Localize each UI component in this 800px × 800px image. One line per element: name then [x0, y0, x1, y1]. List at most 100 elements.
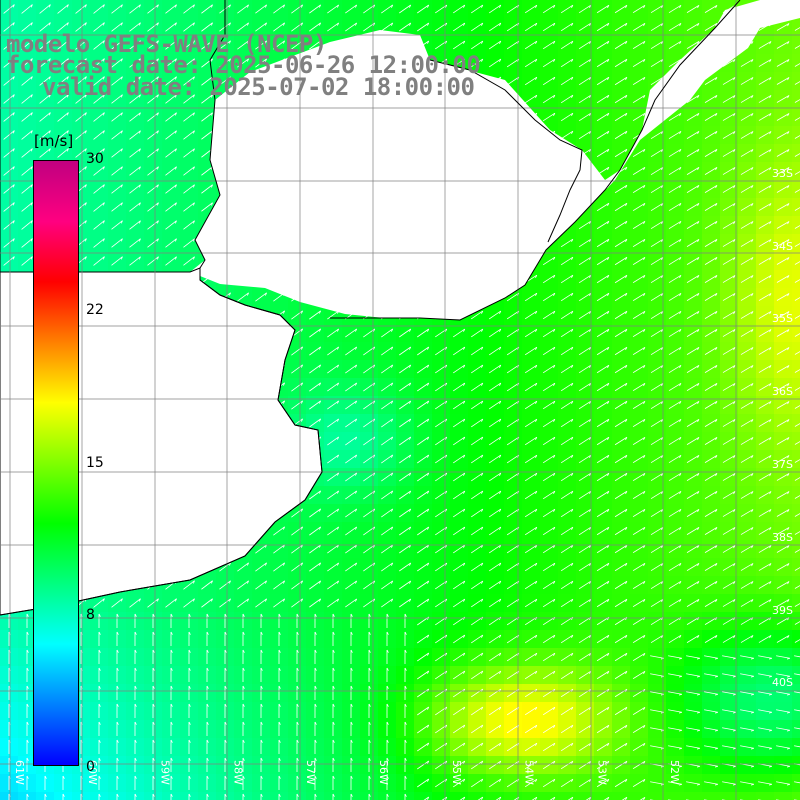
wind-arrow-head [697, 167, 700, 171]
wind-arrow [506, 22, 520, 32]
wind-arrow-head [499, 310, 502, 314]
wind-arrow [309, 382, 321, 392]
wind-arrow [614, 94, 628, 104]
wind-arrow [758, 185, 772, 193]
wind-arrow [273, 22, 285, 32]
wind-arrow [327, 328, 339, 338]
wind-arrow-head [607, 365, 610, 369]
wind-arrow-head [679, 311, 682, 315]
wind-arrow [75, 76, 87, 86]
wind-arrow-head [481, 310, 484, 314]
wind-arrow-head [12, 238, 15, 242]
wind-cell [414, 792, 432, 800]
wind-arrow-head [751, 347, 754, 351]
wind-arrow [560, 274, 574, 284]
wind-arrow [111, 220, 123, 230]
wind-arrow [596, 94, 610, 104]
wind-arrow [291, 382, 303, 392]
wind-arrow-head [264, 4, 267, 8]
wind-arrow-head [643, 347, 646, 351]
wind-arrow [596, 40, 610, 50]
wind-arrow-head [463, 346, 466, 350]
wind-arrow-head [84, 238, 87, 242]
wind-arrow [309, 346, 321, 356]
wind-arrow-head [607, 149, 610, 153]
wind-arrow-head [715, 23, 718, 27]
wind-arrow [93, 256, 105, 266]
wind-arrow [183, 40, 195, 50]
wind-arrow [596, 382, 610, 392]
wind-cell [792, 252, 800, 270]
wind-cell [792, 414, 800, 432]
wind-arrow [668, 292, 682, 302]
wind-arrow-head [84, 40, 87, 44]
wind-arrow-head [283, 4, 285, 8]
wind-arrow [93, 130, 105, 140]
wind-arrow [399, 364, 411, 374]
wind-arrow-head [337, 22, 340, 26]
wind-arrow-head [319, 4, 322, 8]
wind-cell [720, 792, 738, 800]
wind-arrow [668, 328, 682, 338]
wind-cell [792, 288, 800, 306]
wind-arrow [309, 22, 321, 32]
wind-arrow-head [697, 185, 700, 189]
wind-arrow-head [643, 167, 646, 171]
wind-arrow [21, 220, 33, 230]
wind-arrow-head [463, 364, 466, 368]
wind-arrow [758, 203, 772, 211]
wind-arrow [776, 239, 790, 247]
wind-arrow [560, 22, 574, 32]
wind-arrow [650, 22, 664, 32]
wind-arrow [632, 346, 646, 356]
wind-arrow-head [571, 77, 574, 81]
wind-arrow-head [192, 94, 195, 98]
wind-arrow [21, 202, 33, 212]
wind-arrow [668, 4, 682, 14]
wind-arrow-head [787, 113, 790, 117]
wind-arrow-head [625, 293, 628, 297]
wind-arrow-head [120, 184, 123, 188]
wind-arrow [417, 328, 429, 338]
wind-arrow-head [373, 4, 376, 8]
wind-arrow [596, 328, 610, 338]
wind-arrow [165, 148, 177, 158]
wind-arrow-head [30, 256, 33, 260]
wind-arrow-head [319, 310, 322, 314]
wind-arrow [524, 292, 538, 302]
wind-arrow [129, 76, 141, 86]
wind-arrow-head [210, 202, 213, 206]
wind-arrow [399, 346, 411, 356]
wind-arrow-head [355, 346, 358, 350]
wind-arrow-head [607, 167, 610, 171]
wind-arrow-head [751, 239, 754, 243]
wind-cell [792, 378, 800, 396]
wind-arrow [686, 221, 700, 229]
wind-arrow [740, 257, 754, 265]
wind-arrow-head [571, 383, 574, 387]
wind-arrow [650, 148, 664, 158]
wind-arrow-head [192, 4, 195, 8]
wind-arrow [632, 238, 646, 248]
wind-arrow-head [787, 257, 790, 261]
wind-arrow [488, 22, 502, 32]
wind-arrow-head [12, 148, 15, 152]
wind-arrow [129, 148, 141, 158]
wind-arrow [560, 76, 574, 86]
wind-arrow-head [733, 347, 736, 351]
wind-arrow [704, 293, 718, 301]
wind-arrow [506, 346, 520, 356]
wind-arrow-head [210, 40, 213, 44]
wind-arrow [722, 329, 736, 337]
wind-arrow [686, 329, 700, 337]
wind-arrow [650, 274, 664, 284]
wind-arrow-head [571, 23, 574, 27]
wind-arrow-head [48, 130, 51, 134]
wind-arrow-head [643, 365, 646, 369]
wind-arrow [740, 203, 754, 211]
wind-arrow-head [84, 148, 87, 152]
wind-arrow [93, 40, 105, 50]
wind-arrow [129, 40, 141, 50]
wind-arrow [776, 275, 790, 283]
